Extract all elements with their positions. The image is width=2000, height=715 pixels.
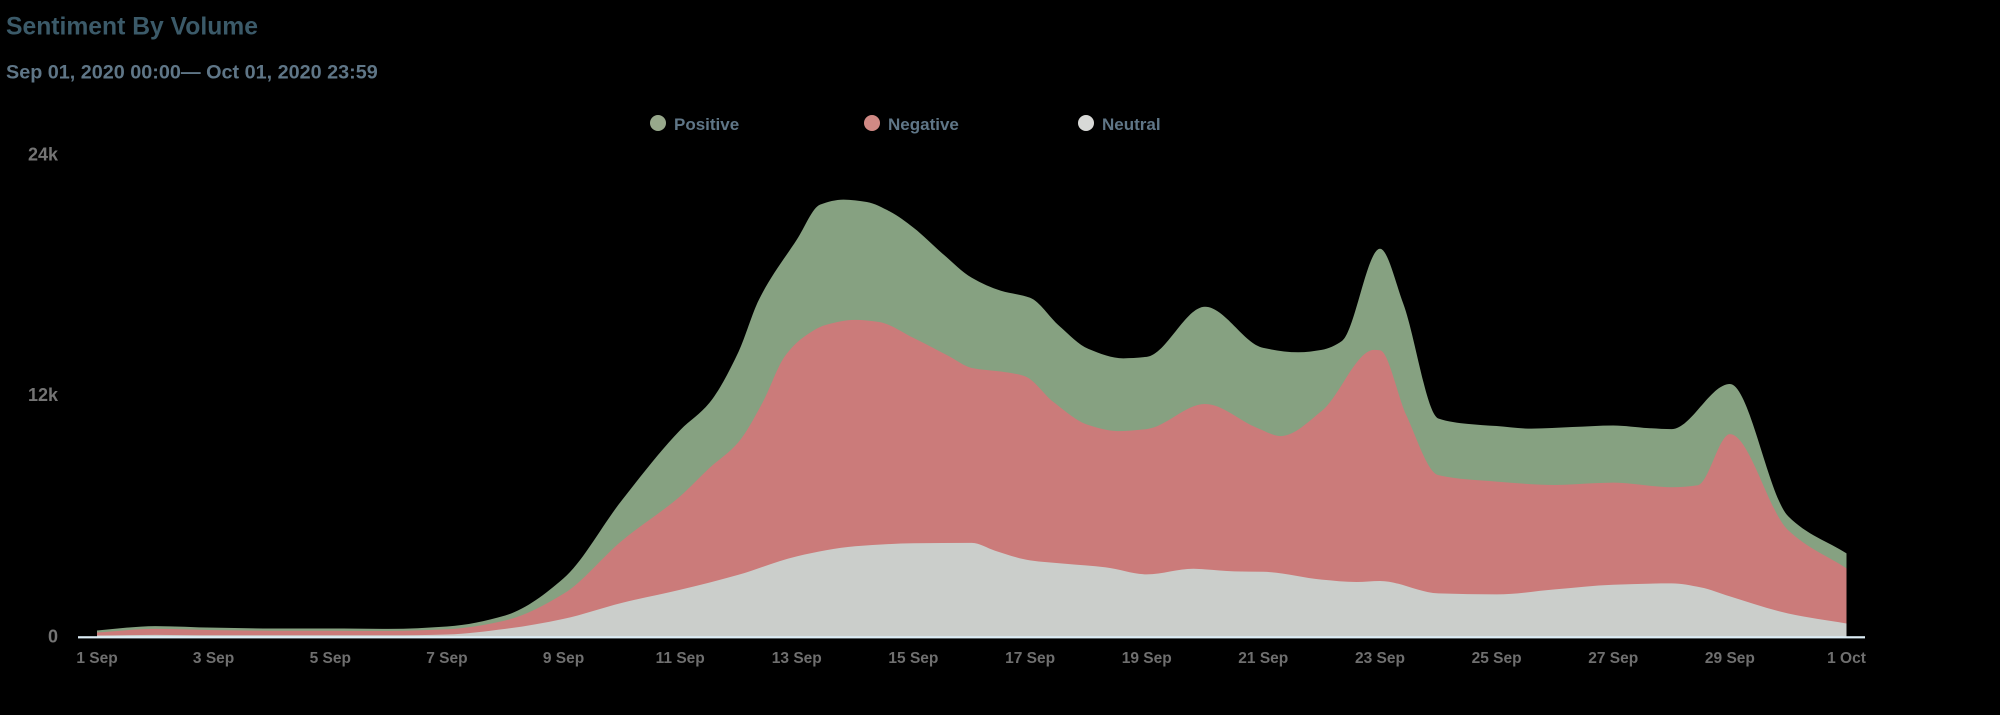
svg-text:17 Sep: 17 Sep: [1005, 650, 1055, 667]
svg-text:1 Sep: 1 Sep: [76, 650, 117, 667]
svg-text:Sep 01, 2020 00:00— Oct 01, 20: Sep 01, 2020 00:00— Oct 01, 2020 23:59: [6, 62, 378, 84]
svg-text:Sentiment By Volume: Sentiment By Volume: [6, 14, 258, 41]
svg-text:Positive: Positive: [674, 115, 739, 134]
svg-text:0: 0: [48, 627, 58, 647]
svg-text:21 Sep: 21 Sep: [1238, 650, 1288, 667]
svg-text:7 Sep: 7 Sep: [426, 650, 467, 667]
svg-text:9 Sep: 9 Sep: [543, 650, 584, 667]
svg-text:13 Sep: 13 Sep: [772, 650, 822, 667]
svg-text:25 Sep: 25 Sep: [1472, 650, 1522, 667]
svg-text:27 Sep: 27 Sep: [1588, 650, 1638, 667]
svg-text:19 Sep: 19 Sep: [1122, 650, 1172, 667]
svg-text:5 Sep: 5 Sep: [310, 650, 351, 667]
svg-text:Neutral: Neutral: [1102, 115, 1161, 134]
svg-text:1 Oct: 1 Oct: [1827, 650, 1866, 667]
svg-text:15 Sep: 15 Sep: [888, 650, 938, 667]
svg-text:3 Sep: 3 Sep: [193, 650, 234, 667]
svg-text:11 Sep: 11 Sep: [656, 650, 705, 667]
svg-text:24k: 24k: [28, 145, 59, 165]
svg-text:Negative: Negative: [888, 115, 959, 134]
svg-text:12k: 12k: [28, 385, 59, 405]
svg-text:29 Sep: 29 Sep: [1705, 650, 1755, 667]
svg-text:23 Sep: 23 Sep: [1355, 650, 1405, 667]
